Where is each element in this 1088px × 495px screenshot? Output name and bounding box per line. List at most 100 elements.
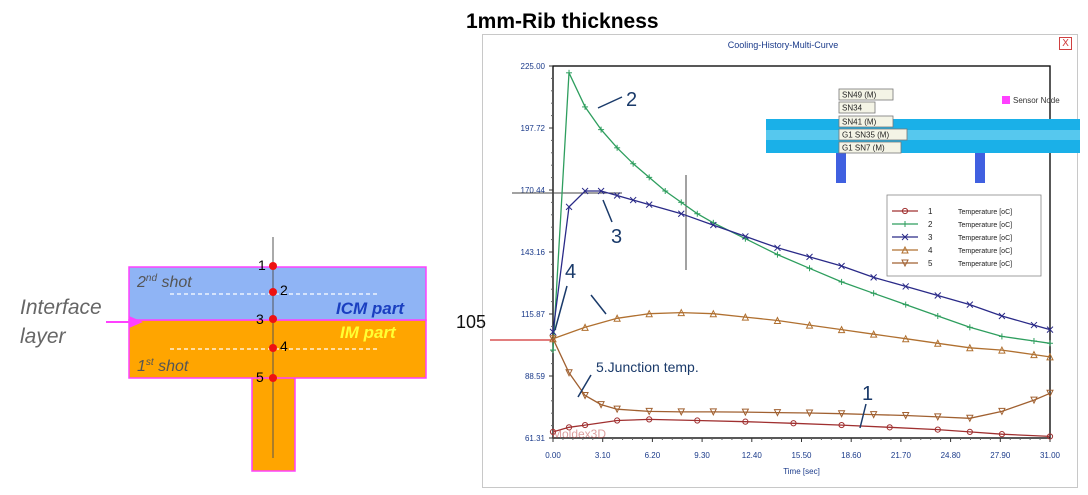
data-point — [933, 413, 942, 422]
data-point — [966, 414, 974, 423]
data-point — [933, 339, 942, 347]
data-point — [902, 283, 910, 290]
data-point — [838, 421, 845, 429]
data-point — [870, 273, 877, 281]
sensor-label: SN34 — [842, 104, 863, 113]
data-point — [934, 292, 942, 299]
data-point — [790, 420, 797, 427]
sensor-label: SN49 (M) — [842, 91, 877, 100]
data-point — [805, 320, 814, 329]
data-point — [741, 313, 750, 321]
data-point — [677, 308, 686, 317]
data-point — [966, 301, 974, 308]
moldex-watermark: Moldex3D — [552, 427, 606, 441]
data-point — [805, 409, 814, 418]
sensor-node-swatch — [1002, 96, 1010, 104]
data-point — [709, 408, 718, 417]
data-point — [613, 405, 621, 414]
inset-rib-1 — [836, 153, 846, 183]
arrow-curve-3 — [602, 199, 613, 223]
data-point — [1046, 389, 1054, 398]
annotation-curve-2: 2 — [626, 89, 637, 111]
x-tick-label: 31.00 — [1040, 451, 1061, 460]
data-point — [549, 335, 557, 343]
data-point — [646, 416, 653, 423]
data-point — [773, 316, 782, 325]
shot2-label: 2nd shot — [136, 273, 192, 291]
data-point — [1030, 350, 1038, 359]
sensor-label-box — [838, 128, 908, 141]
close-button[interactable]: X — [1059, 37, 1072, 50]
data-point — [645, 201, 653, 208]
interface-label-line2: layer — [20, 325, 67, 348]
data-point — [581, 187, 589, 195]
data-point — [581, 421, 589, 429]
data-point — [694, 417, 701, 424]
sensor-label-box — [838, 101, 876, 114]
data-point — [613, 314, 621, 322]
arrow-curve-4b — [590, 294, 607, 315]
chart-axes: 61.31 88.59 115.87 143.16 170.44 197.72 225.00… — [521, 62, 1061, 476]
data-point — [886, 424, 893, 431]
inset-plate-highlight — [766, 130, 1080, 140]
data-point — [806, 253, 813, 261]
inset-geometry: Sensor Node — [766, 96, 1080, 183]
data-point — [741, 408, 750, 417]
data-point — [998, 407, 1006, 416]
annotation-curve-1: 1 — [862, 383, 873, 405]
data-point — [901, 259, 909, 268]
y-tick-label: 225.00 — [521, 62, 546, 71]
data-point — [677, 210, 685, 218]
data-point — [581, 323, 589, 331]
inset-rib-2 — [975, 153, 985, 183]
data-point — [1046, 352, 1054, 361]
data-point — [645, 407, 654, 416]
legend-series-label: Temperature [oC] — [958, 261, 1012, 268]
data-point — [613, 192, 621, 199]
data-point — [581, 392, 589, 400]
sensor-label: G1 SN35 (M) — [842, 131, 889, 140]
data-point — [549, 428, 557, 435]
interface-arrow-head — [129, 316, 143, 328]
data-point — [709, 221, 717, 229]
sensor-node-legend: Sensor Node — [1013, 96, 1060, 105]
data-point — [677, 408, 686, 417]
sensor-label: SN41 (M) — [842, 118, 877, 127]
series-line-1 — [552, 418, 1051, 438]
point-label-1: 1 — [258, 257, 266, 273]
sensor-label-box — [838, 115, 894, 128]
data-point — [1030, 321, 1038, 329]
sensor-point-5 — [269, 374, 277, 382]
data-point — [614, 417, 621, 424]
data-point — [838, 262, 845, 270]
sensor-label: G1 SN7 (M) — [842, 144, 885, 153]
data-point — [1030, 396, 1038, 405]
chart-window-title: Cooling-History-Multi-Curve — [728, 40, 839, 50]
data-point — [597, 187, 605, 195]
annotation-junction: 5.Junction temp. — [596, 359, 699, 375]
series-line-3 — [552, 190, 1051, 332]
data-point — [998, 345, 1006, 354]
data-point — [1046, 433, 1054, 440]
legend-series-label: Temperature [oC] — [958, 235, 1012, 242]
sensor-point-4 — [269, 344, 277, 352]
series-1 — [549, 416, 1054, 440]
sensor-point-1 — [269, 262, 277, 270]
y-tick-label: 143.16 — [521, 248, 546, 257]
sensor-label-box — [838, 141, 902, 154]
x-tick-label: 0.00 — [545, 451, 561, 460]
point-label-3: 3 — [256, 311, 264, 327]
data-point — [837, 325, 846, 334]
y-tick-label: 115.87 — [521, 310, 545, 319]
legend-series-name: 3 — [928, 233, 933, 242]
data-point — [742, 233, 749, 240]
data-point — [1046, 326, 1054, 333]
data-point — [901, 245, 909, 254]
y-tick-label: 61.31 — [525, 434, 546, 443]
main-title: 1mm-Rib thickness — [466, 10, 659, 33]
series-5 — [549, 335, 1054, 423]
data-point — [629, 196, 637, 204]
x-tick-label: 27.90 — [990, 451, 1011, 460]
data-point — [773, 409, 782, 417]
